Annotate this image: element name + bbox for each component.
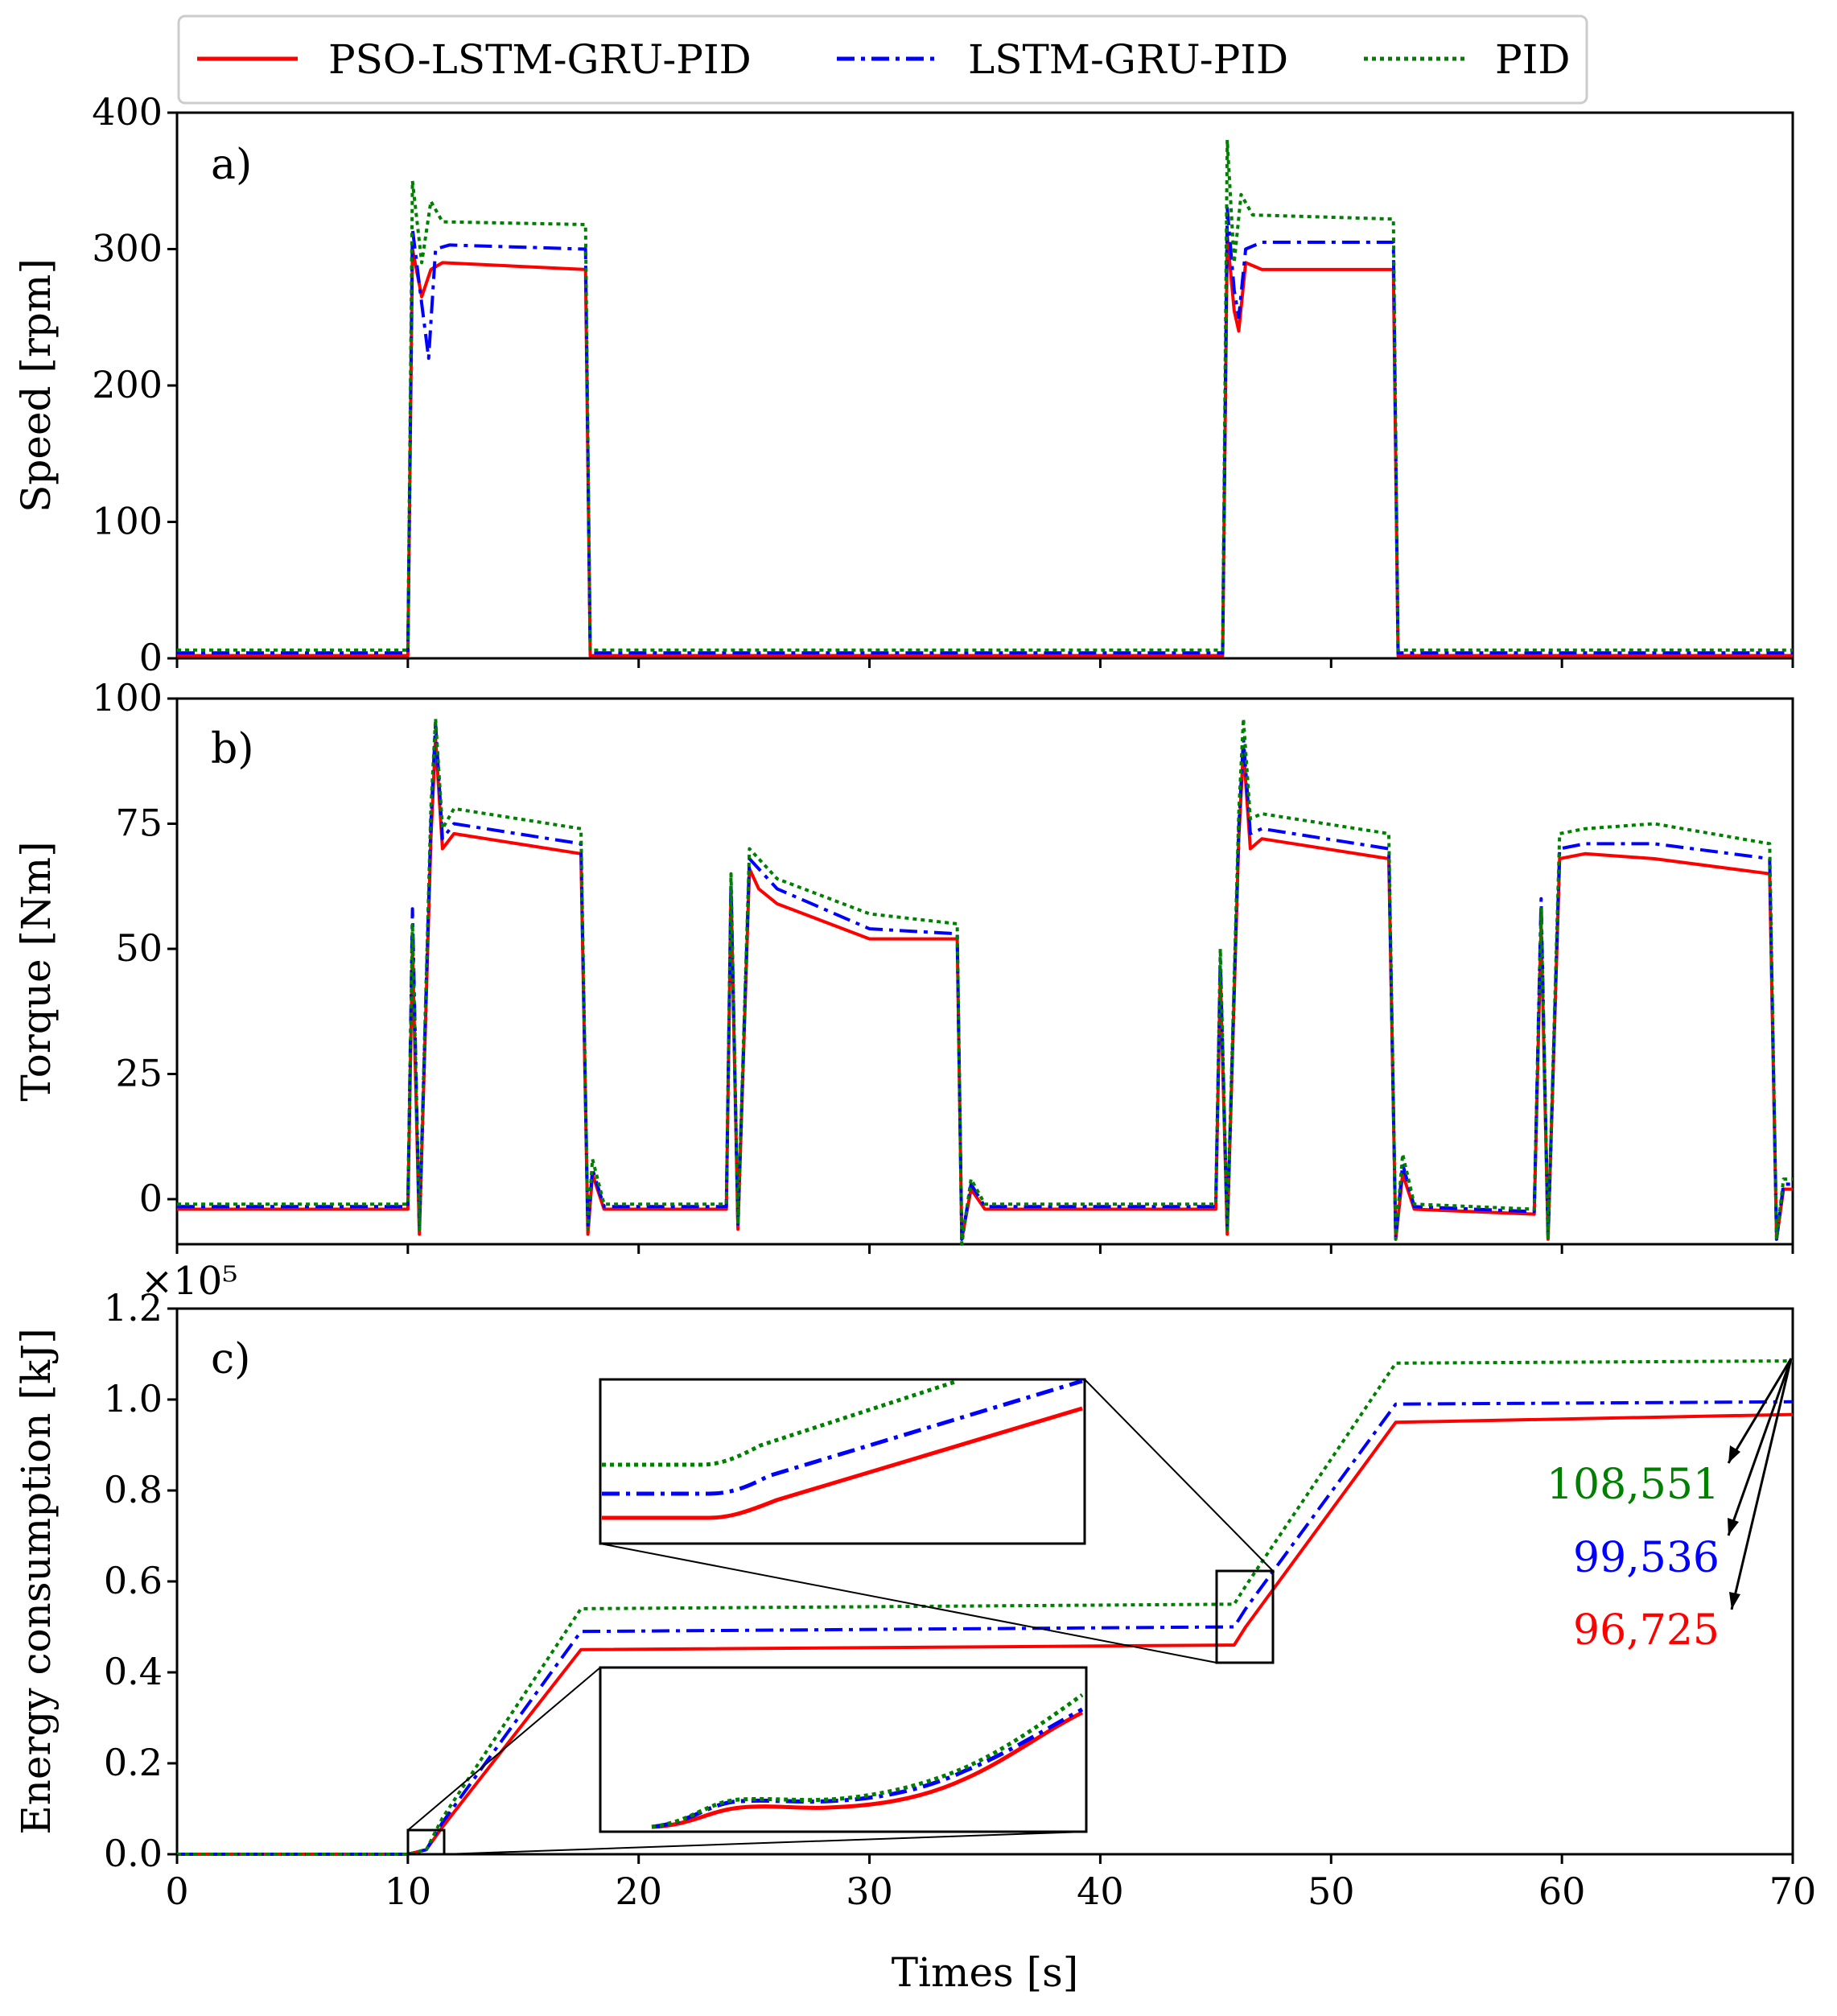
- x-axis: 0 10 20 30 40 50 60 70: [165, 1870, 1816, 1913]
- y-tick-label: 1.0: [104, 1377, 163, 1420]
- y-tick-label: 50: [115, 926, 163, 970]
- zoom-region-lower: [406, 1828, 446, 1856]
- y-tick-label: 25: [115, 1052, 163, 1095]
- x-tick-label: 70: [1769, 1870, 1817, 1913]
- legend-label-pso: PSO-LSTM-GRU-PID: [328, 36, 752, 83]
- y-tick-label: 300: [92, 227, 163, 270]
- inset-lower-line-pso: [651, 1710, 1084, 1829]
- y-tick-label: 0.4: [104, 1650, 163, 1693]
- y-tick-label: 100: [92, 500, 163, 543]
- x-tick-label: 0: [165, 1870, 188, 1913]
- y-tick-label: 75: [115, 802, 163, 845]
- x-tick-label: 40: [1077, 1870, 1124, 1913]
- annotation-arrows: [1727, 1358, 1793, 1610]
- series-line-pid: [177, 716, 1793, 1246]
- series-line-pso: [177, 233, 1793, 658]
- y-tick-label: 0.2: [104, 1741, 163, 1784]
- annotation-lstm-total: 99,536: [1573, 1534, 1720, 1582]
- zoom-connector: [407, 1667, 601, 1831]
- x-axis-label: Times [s]: [892, 1949, 1079, 1996]
- panel-speed: a) Speed [rpm] 0 100 200 300 400: [13, 90, 1794, 679]
- panel-speed-ylabel: Speed [rpm]: [13, 258, 60, 513]
- x-tick-label: 50: [1308, 1870, 1355, 1913]
- panel-speed-frame: [175, 111, 1794, 660]
- zoom-inset-upper-lines: [602, 1379, 1083, 1520]
- zoom-connector: [1084, 1379, 1274, 1572]
- panel-torque-yticks: 0 25 50 75 100: [92, 676, 177, 1220]
- annotation-pid-total: 108,551: [1547, 1461, 1720, 1509]
- arrow-pid: [1727, 1358, 1793, 1464]
- inset-lower-line-lstm: [651, 1707, 1084, 1829]
- series-line-pid: [177, 1359, 1794, 1856]
- inset-upper-line-lstm: [602, 1379, 1083, 1496]
- x-tick-label: 20: [615, 1870, 662, 1913]
- panel-energy-yticks: 0.0 0.2 0.4 0.6 0.8 1.0 1.2: [104, 1286, 177, 1875]
- zoom-connector: [599, 1543, 1217, 1664]
- y-tick-label: 0.0: [104, 1832, 163, 1875]
- y-tick-label: 0.6: [104, 1559, 163, 1602]
- annotation-pso-total: 96,725: [1573, 1606, 1720, 1655]
- panel-torque-ylabel: Torque [Nm]: [13, 841, 60, 1101]
- zoom-region-upper: [1215, 1569, 1275, 1664]
- panel-speed-series: [177, 138, 1793, 658]
- arrow-pso: [1730, 1358, 1793, 1610]
- arrow-head: [1728, 1518, 1739, 1536]
- y-tick-label: 200: [92, 363, 163, 406]
- arrow-lstm: [1727, 1358, 1793, 1536]
- y-tick-label: 400: [92, 90, 163, 134]
- panel-energy: c) Energy consumption [kJ] ×10⁵ 0.00.20.…: [13, 1259, 1794, 1875]
- zoom-connector: [443, 1831, 1087, 1855]
- x-tick-label: 60: [1538, 1870, 1586, 1913]
- panel-speed-yticks: 0 100 200 300 400: [92, 90, 177, 679]
- zoom-inset-lower-lines: [651, 1692, 1084, 1829]
- panel-speed-label: a): [211, 141, 252, 189]
- panel-torque-label: b): [211, 725, 254, 773]
- series-line-pid: [177, 138, 1793, 652]
- y-tick-label: 0.8: [104, 1468, 163, 1511]
- panel-energy-ylabel: Energy consumption [kJ]: [13, 1328, 60, 1835]
- y-tick-label: 1.2: [104, 1286, 163, 1330]
- series-line-lstm: [177, 722, 1793, 1241]
- legend-label-pid: PID: [1495, 36, 1570, 83]
- y-tick-label: 100: [92, 676, 163, 719]
- arrow-head: [1728, 1445, 1740, 1463]
- legend-label-lstm: LSTM-GRU-PID: [968, 36, 1288, 83]
- panel-torque-frame: [175, 697, 1794, 1246]
- inset-upper-line-pso: [602, 1406, 1083, 1520]
- y-tick-label: 0: [139, 636, 163, 679]
- y-tick-label: 0: [139, 1177, 163, 1220]
- panel-energy-multiplier: ×10⁵: [141, 1259, 238, 1304]
- series-line-lstm: [177, 1400, 1794, 1856]
- zoom-inset-lower: [599, 1666, 1088, 1833]
- legend: PSO-LSTM-GRU-PID LSTM-GRU-PID PID: [177, 14, 1588, 105]
- inset-upper-line-pid: [602, 1379, 958, 1467]
- panel-torque-series: [177, 716, 1793, 1246]
- inset-lower-line-pid: [651, 1692, 1084, 1829]
- panel-energy-series: [177, 1359, 1794, 1856]
- x-tick-label: 30: [846, 1870, 893, 1913]
- panel-torque: b) Torque [Nm] 0 25 50 75 100: [13, 676, 1794, 1254]
- x-tick-label: 10: [385, 1870, 432, 1913]
- arrow-head: [1729, 1592, 1740, 1610]
- panel-energy-label: c): [211, 1335, 250, 1383]
- series-line-lstm: [177, 206, 1793, 655]
